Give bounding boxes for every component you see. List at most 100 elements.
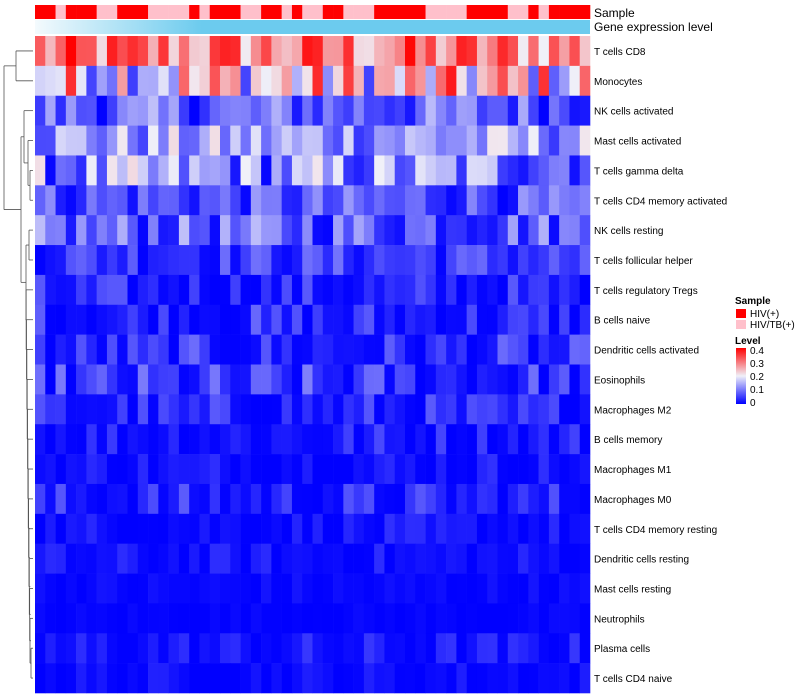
- heatmap-cell: [446, 304, 457, 335]
- heatmap-cell: [137, 573, 149, 604]
- heatmap-cell: [168, 334, 180, 365]
- sample-cell: [281, 5, 293, 19]
- heatmap-cell: [189, 603, 200, 634]
- heatmap-cell: [394, 663, 406, 694]
- sample-cell: [220, 5, 231, 19]
- heatmap-cell: [220, 185, 231, 216]
- heatmap-cell: [497, 36, 509, 67]
- heatmap-cell: [189, 364, 200, 395]
- heatmap-cell: [405, 543, 416, 574]
- heatmap-cell: [353, 215, 365, 246]
- heatmap-cell: [425, 364, 437, 395]
- heatmap-cell: [343, 394, 354, 425]
- heatmap-cell: [569, 95, 581, 126]
- heatmap-cell: [579, 603, 591, 634]
- heatmap-cell: [281, 155, 293, 186]
- heatmap-cell: [456, 663, 467, 694]
- heatmap-cell: [518, 215, 529, 246]
- heatmap-cell: [148, 95, 159, 126]
- heatmap-cell: [127, 155, 139, 186]
- heatmap-cell: [456, 36, 467, 67]
- row-label: T cells CD4 naive: [594, 674, 673, 685]
- heatmap-cell: [250, 483, 262, 515]
- heatmap-cell: [189, 274, 200, 306]
- heatmap-cell: [312, 543, 324, 574]
- heatmap-cell: [507, 424, 519, 455]
- heatmap-cell: [394, 483, 406, 515]
- heatmap-cell: [569, 663, 581, 694]
- heatmap-cell: [250, 454, 262, 485]
- heatmap-cell: [127, 125, 139, 156]
- row-label: Mast cells resting: [594, 584, 671, 595]
- heatmap-cell: [250, 155, 262, 186]
- heatmap-cell: [518, 185, 529, 216]
- heatmap-cell: [199, 633, 211, 664]
- heatmap-cell: [86, 543, 97, 574]
- heatmap-cell: [322, 513, 334, 544]
- heatmap-cell: [415, 215, 426, 246]
- heatmap-cell: [466, 633, 478, 664]
- heatmap-cell: [178, 95, 190, 126]
- sample-cell: [353, 5, 365, 19]
- heatmap-cell: [548, 364, 560, 395]
- heatmap-cell: [476, 155, 488, 186]
- heatmap-cell: [230, 364, 241, 395]
- heatmap-cell: [343, 633, 354, 664]
- legend-level-tick: 0.1: [750, 385, 764, 396]
- heatmap-cell: [374, 215, 385, 246]
- heatmap-cell: [333, 334, 344, 365]
- heatmap-cell: [189, 483, 200, 515]
- heatmap-cell: [415, 274, 426, 306]
- heatmap-cell: [281, 274, 293, 306]
- heatmap-cell: [250, 424, 262, 455]
- heatmap-cell: [559, 36, 570, 67]
- heatmap-cell: [148, 663, 159, 694]
- heatmap-cell: [518, 36, 529, 67]
- heatmap-cell: [65, 663, 77, 694]
- sample-cell: [466, 5, 478, 19]
- heatmap-cell: [271, 543, 282, 574]
- heatmap-cell: [559, 125, 570, 156]
- heatmap-cell: [65, 185, 77, 216]
- heatmap-cell: [435, 304, 447, 335]
- heatmap-cell: [497, 95, 509, 126]
- heatmap-cell: [384, 65, 396, 97]
- heatmap-cell: [425, 36, 437, 67]
- heatmap-cell: [353, 245, 365, 276]
- heatmap-cell: [363, 663, 375, 694]
- heatmap-cell: [158, 125, 169, 156]
- heatmap-cell: [363, 245, 375, 276]
- heatmap-cell: [466, 543, 478, 574]
- heatmap-cell: [497, 274, 509, 306]
- heatmap-cell: [507, 394, 519, 425]
- heatmap-cell: [55, 394, 67, 425]
- sample-cell: [35, 5, 46, 19]
- heatmap-cell: [220, 95, 231, 126]
- sample-cell: [507, 5, 519, 19]
- heatmap-cell: [86, 95, 97, 126]
- heatmap-cell: [435, 36, 447, 67]
- heatmap-cell: [312, 483, 324, 515]
- heatmap-cell: [86, 483, 97, 515]
- heatmap-cell: [76, 394, 87, 425]
- heatmap-cell: [507, 274, 519, 306]
- heatmap-cell: [302, 185, 313, 216]
- heatmap-cell: [446, 185, 457, 216]
- heatmap-cell: [168, 394, 180, 425]
- heatmap-cell: [343, 483, 354, 515]
- heatmap-cell: [302, 125, 313, 156]
- heatmap-cell: [55, 573, 67, 604]
- heatmap-cell: [168, 483, 180, 515]
- heatmap-cell: [507, 155, 519, 186]
- heatmap-cell: [96, 573, 108, 604]
- heatmap-cell: [302, 36, 313, 67]
- annotation-label-sample: Sample: [594, 6, 635, 20]
- heatmap-cell: [199, 95, 211, 126]
- heatmap-cell: [538, 304, 550, 335]
- heatmap-cell: [230, 424, 241, 455]
- heatmap-cell: [158, 454, 169, 485]
- heatmap-cell: [548, 125, 560, 156]
- heatmap-cell: [405, 633, 416, 664]
- heatmap-cell: [220, 633, 231, 664]
- heatmap-cell: [117, 543, 128, 574]
